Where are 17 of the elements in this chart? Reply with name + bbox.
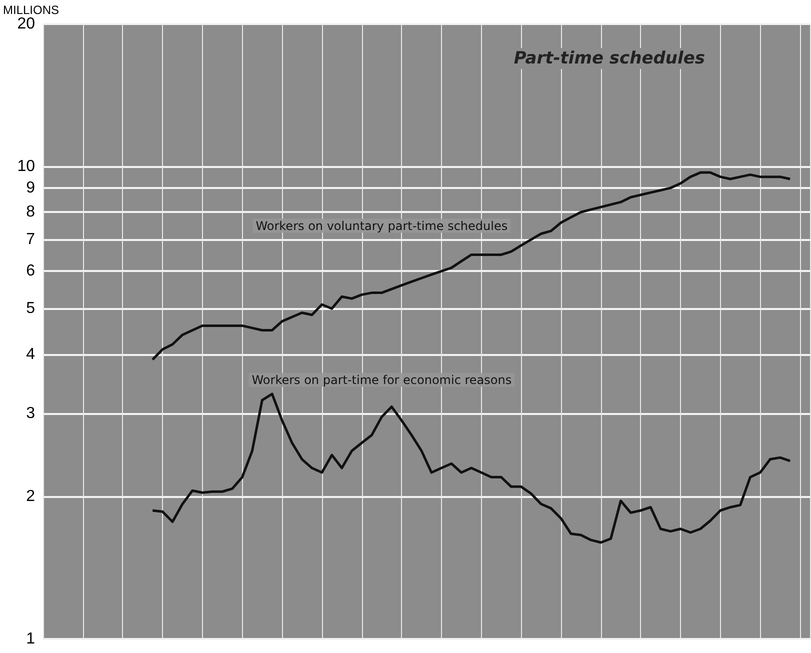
series-label: Workers on voluntary part-time schedules bbox=[256, 218, 508, 233]
y-tick-label: 4 bbox=[26, 346, 36, 363]
y-tick-label: 20 bbox=[17, 16, 36, 32]
y-tick-label: 3 bbox=[26, 404, 36, 422]
y-tick-label: 10 bbox=[17, 158, 36, 175]
y-tick-label: 8 bbox=[26, 204, 36, 221]
series-label: Workers on part-time for economic reasons bbox=[252, 372, 512, 387]
line-series bbox=[151, 171, 792, 361]
y-tick-label: 5 bbox=[26, 300, 36, 318]
y-axis-title: MILLIONS bbox=[3, 3, 60, 17]
y-tick-label: 9 bbox=[26, 179, 36, 196]
y-tick-label: 7 bbox=[26, 231, 36, 248]
y-tick-label: 2 bbox=[26, 488, 36, 506]
y-tick-label: 1 bbox=[26, 630, 36, 648]
line-series bbox=[151, 392, 792, 544]
text: Part-time schedules bbox=[514, 48, 706, 68]
y-tick-label: 6 bbox=[26, 262, 36, 280]
